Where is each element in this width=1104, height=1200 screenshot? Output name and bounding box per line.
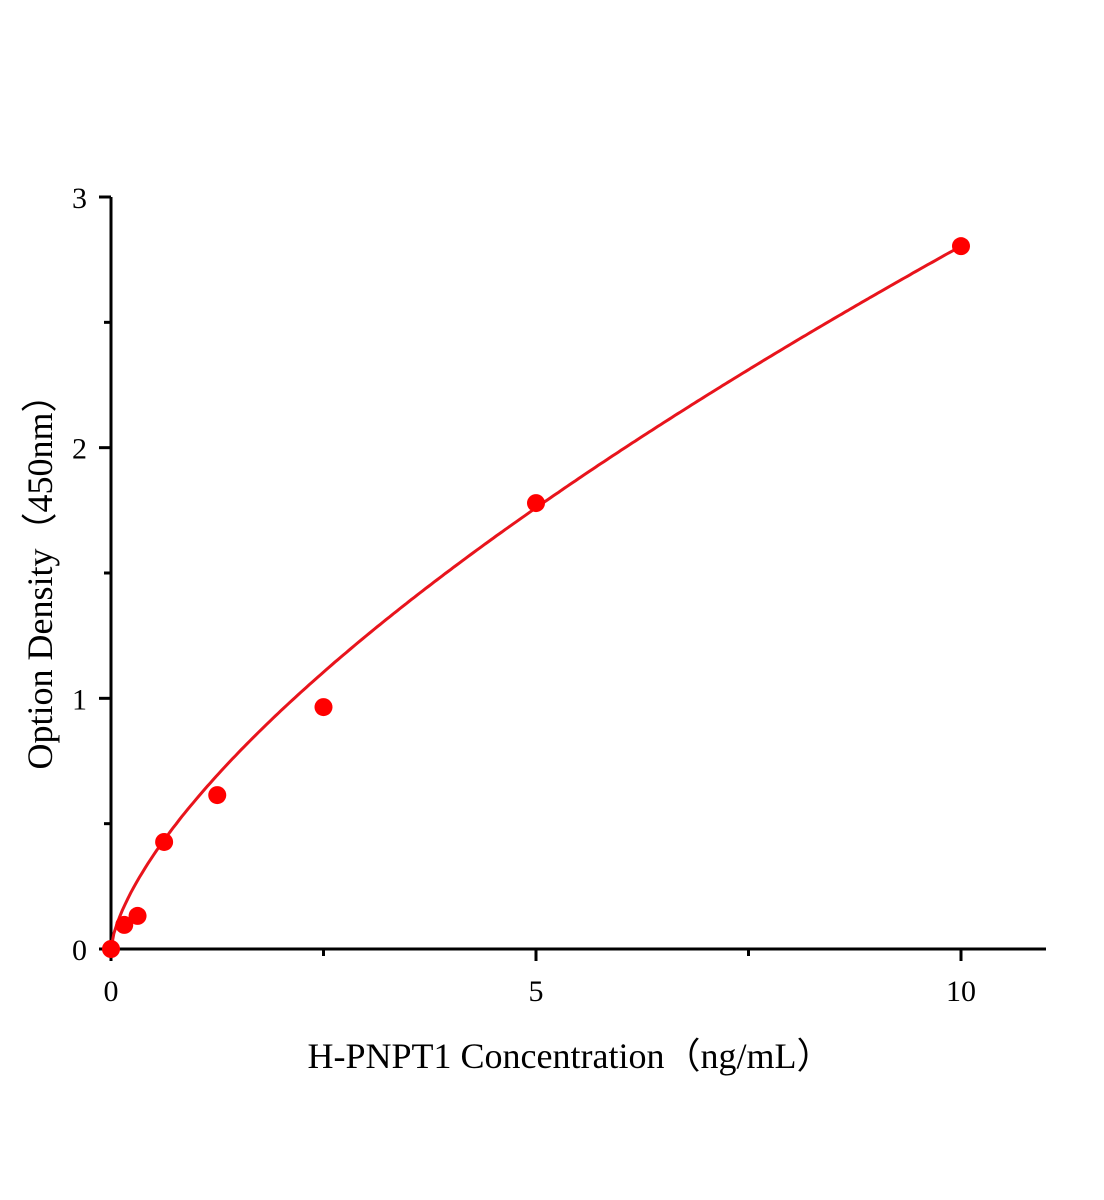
data-point	[314, 698, 333, 717]
y-tick-label: 3	[72, 182, 87, 215]
y-axis-label: Option Density（450nm）	[20, 377, 60, 770]
x-tick-label: 10	[946, 975, 976, 1008]
data-point	[128, 906, 147, 925]
data-point	[115, 915, 134, 934]
fit-curve-layer	[109, 244, 962, 950]
x-tick-label: 5	[529, 975, 544, 1008]
y-tick-label: 0	[72, 934, 87, 967]
y-tick-label: 2	[72, 433, 87, 466]
data-point	[952, 237, 970, 256]
data-point	[527, 494, 545, 513]
x-tick-label: 0	[104, 975, 119, 1008]
data-point	[155, 832, 174, 851]
data-point	[208, 786, 227, 805]
fit-curve	[109, 244, 962, 950]
y-tick-label: 1	[72, 683, 87, 716]
data-point	[102, 940, 120, 958]
x-axis-label: H-PNPT1 Concentration（ng/mL）	[308, 1036, 833, 1076]
data-points	[102, 237, 970, 958]
axes: 0 5 10 0 1 2 3	[72, 182, 1046, 1008]
